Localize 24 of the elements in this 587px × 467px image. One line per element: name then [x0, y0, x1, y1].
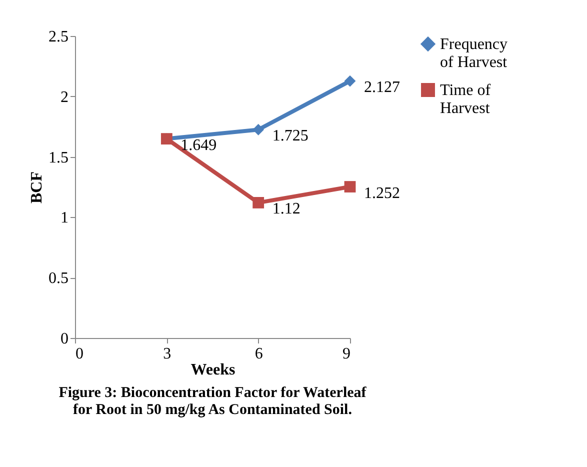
- y-tick-label: 0: [60, 330, 68, 348]
- y-tick-label: 2: [60, 88, 68, 106]
- x-tick-label: 6: [254, 346, 263, 362]
- text: Figure 3: Bioconcentration Factor for Waterleaf for Root in 50 mg/kg As Contaminated Soil.: [58, 385, 368, 418]
- point: [252, 197, 264, 208]
- data-label: 1.252: [364, 184, 400, 202]
- legend-label: Frequency of Harvest: [440, 36, 508, 71]
- data-label: 1.725: [272, 128, 308, 145]
- x-tick-label: 0: [76, 346, 84, 362]
- y-tick-label: 0.5: [48, 270, 68, 288]
- legend-label: Time of Harvest: [440, 82, 492, 117]
- y-tick-label: 2.5: [48, 28, 68, 46]
- x-tick-label: 9: [342, 346, 350, 362]
- y-tick-label: 1: [60, 210, 68, 227]
- point: [252, 124, 264, 136]
- data-label: 1.649: [180, 136, 217, 154]
- y-axis-title: BCF: [28, 171, 46, 204]
- point: [344, 75, 356, 87]
- data-label: 1.12: [272, 200, 300, 218]
- point: [344, 181, 356, 192]
- x-axis-title: Weeks: [190, 362, 236, 378]
- y-tick-label: 1.5: [48, 149, 68, 166]
- x-tick-label: 3: [163, 346, 172, 362]
- data-label: 2.127: [364, 79, 400, 96]
